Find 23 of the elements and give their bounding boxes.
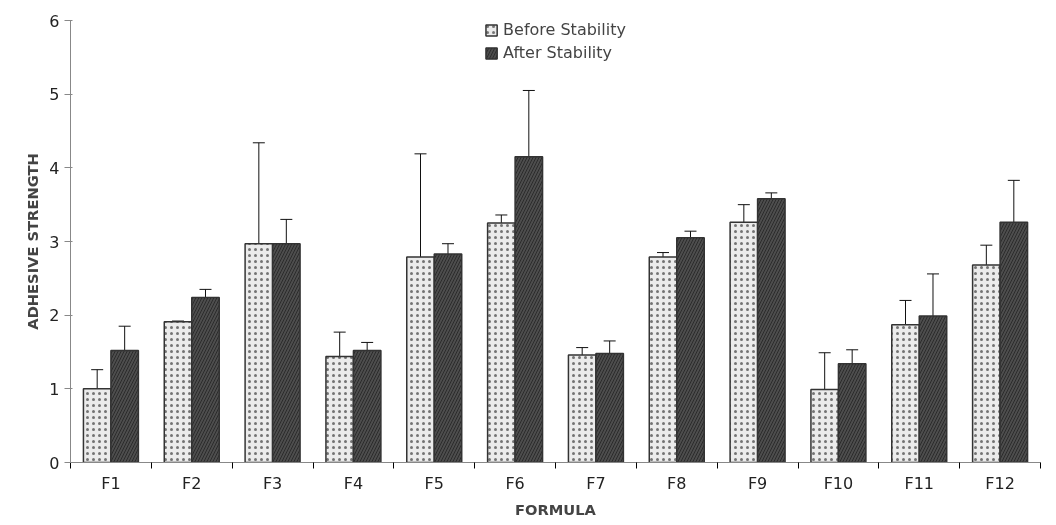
x-tick-label: F3 [262, 473, 283, 493]
y-tick-label: 5 [49, 85, 60, 105]
x-tick-label: F6 [505, 473, 525, 493]
x-axis-title: FORMULA [515, 500, 597, 518]
x-tick-label: F10 [823, 473, 854, 493]
y-tick-label: 0 [49, 453, 60, 473]
y-axis-title: ADHESIVE STRENGTH [24, 153, 42, 330]
x-tick-label: F2 [182, 473, 202, 493]
x-tick-label: F1 [101, 473, 121, 493]
x-tick-label: F8 [667, 473, 687, 493]
x-tick-label: F7 [586, 473, 606, 493]
y-tick-label: 6 [49, 11, 60, 31]
x-tick-label: F4 [343, 473, 364, 493]
x-tick-label: F12 [985, 473, 1015, 493]
y-tick-label: 1 [49, 379, 60, 399]
x-tick-label: F11 [904, 473, 935, 493]
y-tick-label: 3 [49, 232, 60, 252]
x-tick-label: F9 [747, 473, 768, 493]
legend-label: After Stability [503, 43, 613, 62]
y-tick-label: 2 [49, 306, 60, 326]
legend-label: Before Stability [503, 20, 626, 39]
x-tick-label: F5 [424, 473, 444, 493]
y-tick-label: 4 [49, 158, 60, 178]
